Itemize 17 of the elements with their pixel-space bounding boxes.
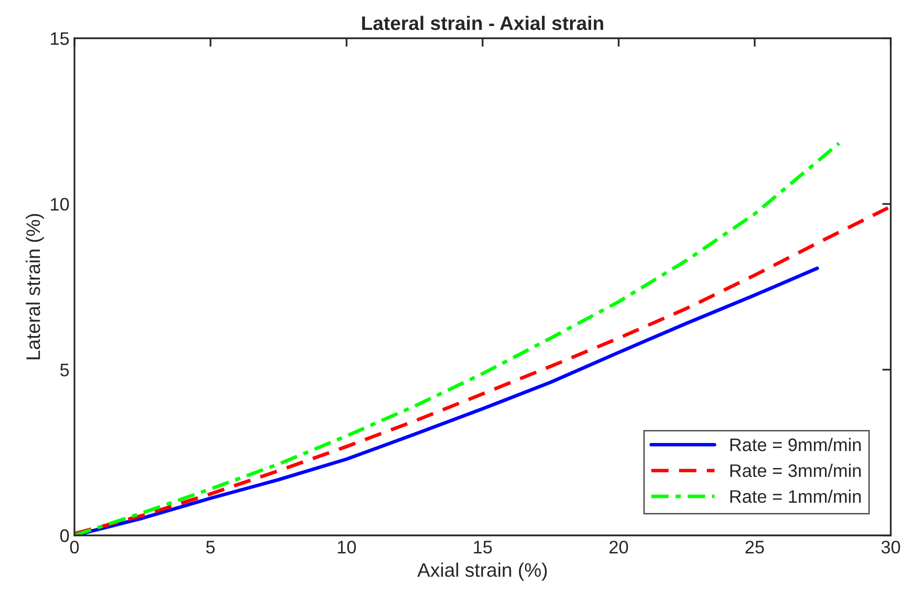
y-tick-label: 5 [60,364,69,376]
x-tick-label: 15 [474,540,492,554]
x-tick-label: 30 [881,540,900,554]
x-tick-label: 0 [70,540,79,554]
y-tick-label: 0 [60,529,69,542]
y-tick-label: 15 [50,32,69,45]
legend-label: Rate = 1mm/min [730,490,861,503]
chart-title: Lateral strain - Axial strain [362,16,604,30]
x-tick-label: 5 [206,540,215,554]
legend-label: Rate = 3mm/min [730,464,861,478]
y-tick-label: 10 [50,198,69,211]
x-tick-label: 25 [746,540,764,554]
y-axis-title: Lateral strain (%) [26,214,44,360]
x-axis-title: Axial strain (%) [417,562,547,581]
legend-label: Rate = 9mm/min [730,438,861,452]
x-tick-label: 10 [338,540,356,554]
x-tick-label: 20 [610,540,628,554]
